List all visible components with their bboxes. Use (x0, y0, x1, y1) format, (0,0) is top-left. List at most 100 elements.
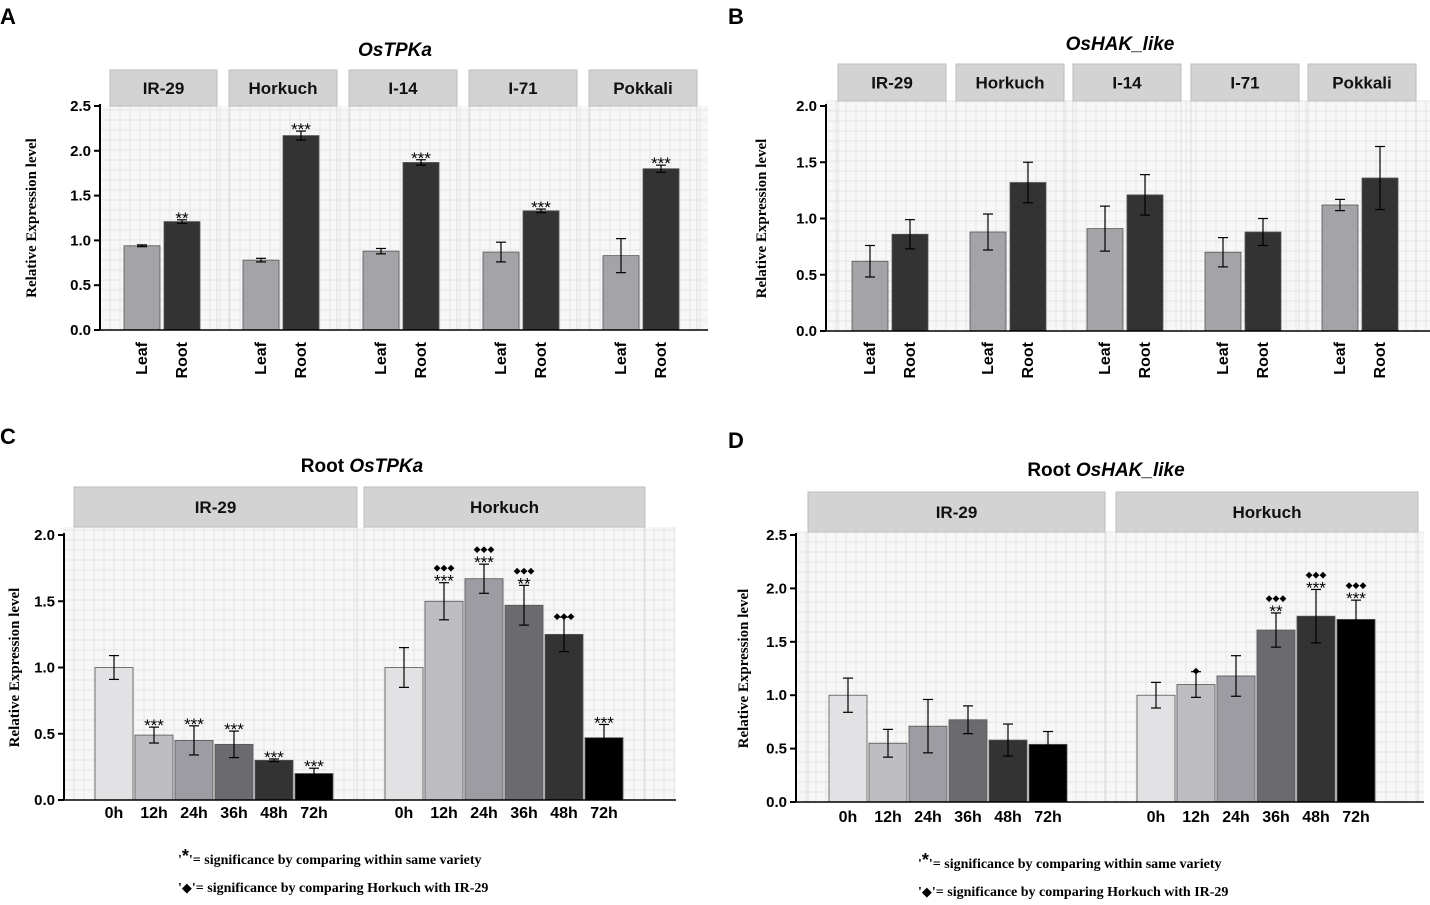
category-label: Root (293, 341, 310, 378)
diamond-label: ◆◆◆ (1266, 594, 1287, 604)
legend-quote: ' (918, 885, 922, 900)
y-tick-label: 2.0 (70, 143, 91, 160)
category-label: Root (1255, 341, 1272, 378)
significance-label: *** (304, 757, 324, 776)
error-bar (189, 725, 199, 756)
category-label: Root (1137, 341, 1154, 378)
error-bar (1271, 612, 1281, 648)
category-label: 36h (1262, 809, 1290, 826)
category-label: Leaf (1215, 341, 1232, 375)
bar (1256, 629, 1296, 803)
bar (504, 604, 544, 801)
legend-quote: ' (178, 853, 182, 868)
legend-quote: ' (932, 885, 936, 900)
y-tick-label: 0.0 (796, 323, 817, 340)
panel-letter: A (0, 4, 16, 29)
category-label: Root (413, 341, 430, 378)
y-tick-label: 2.0 (766, 580, 787, 597)
facet-strip-label: I-14 (1112, 74, 1142, 93)
significance-label: *** (411, 149, 431, 168)
bar (828, 694, 868, 803)
error-bar (1191, 671, 1201, 698)
error-bar (1231, 655, 1241, 697)
diamond-label: ◆◆◆ (434, 564, 455, 574)
facet-strip-label: IR-29 (195, 498, 237, 517)
facet-strip (363, 486, 646, 528)
category-label: 36h (220, 805, 248, 822)
error-bar (376, 247, 386, 255)
category-label: 36h (510, 805, 538, 822)
diamond-label: ◆◆◆ (514, 566, 535, 576)
category-label: 72h (1342, 809, 1370, 826)
facet-strip-label: IR-29 (936, 503, 978, 522)
significance-label: ** (1269, 602, 1283, 621)
category-label: Leaf (493, 341, 510, 375)
chart-title-prefix: Root (1027, 460, 1076, 481)
bar (1336, 618, 1376, 803)
facet-strip (228, 69, 338, 107)
legend-quote: ' (192, 881, 196, 896)
facet-strip-label: Horkuch (249, 79, 318, 98)
facet-strip-label: Horkuch (976, 74, 1045, 93)
category-label: Leaf (373, 341, 390, 375)
facet-strip-label: I-71 (1230, 74, 1259, 93)
chart-title-main: OsHAK_like (1076, 460, 1185, 481)
bar (642, 168, 680, 331)
error-bar (137, 244, 147, 248)
category-label: 12h (874, 809, 902, 826)
significance-label: *** (531, 198, 551, 217)
panel-d: D Root OsHAK_like IR-29 0h 12h 24h 36h 48h 72h Ho… (728, 428, 1424, 900)
y-axis (58, 533, 676, 801)
chart-title-main: OsTPKa (358, 40, 432, 61)
error-bar (616, 238, 626, 274)
error-bar (1311, 588, 1321, 644)
bar (891, 233, 929, 332)
significance-label: *** (144, 716, 164, 735)
category-label: 72h (300, 805, 328, 822)
significance-label: *** (264, 748, 284, 767)
legend-diamond-text: = significance by comparing Horkuch with… (196, 881, 489, 896)
facet-strip-label: Horkuch (470, 498, 539, 517)
bar (163, 221, 201, 331)
error-bar (1218, 237, 1228, 268)
bar (362, 250, 400, 331)
bar (1136, 694, 1176, 803)
facet-strip (955, 63, 1065, 102)
legend-quote: ' (918, 857, 922, 872)
error-bar (843, 677, 853, 713)
category-label: 12h (1182, 809, 1210, 826)
bar (482, 251, 520, 331)
y-tick-label: 2.5 (766, 527, 787, 544)
category-label: 24h (914, 809, 942, 826)
error-bar (296, 130, 306, 141)
error-bar (1375, 145, 1385, 211)
error-bar (865, 244, 875, 278)
significance-label: ** (175, 209, 189, 228)
y-tick-label: 0.5 (796, 267, 817, 284)
y-tick-label: 0.5 (34, 726, 55, 743)
facet-strip-label: I-71 (508, 79, 537, 98)
bar (1126, 194, 1164, 332)
category-label: Leaf (1332, 341, 1349, 375)
category-label: 0h (839, 809, 858, 826)
legend-diamond-text: = significance by comparing Horkuch with… (936, 885, 1229, 900)
y-tick-label: 1.5 (766, 634, 787, 651)
legend-star-text: = significance by comparing within same … (933, 857, 1222, 872)
significance-label: *** (594, 713, 614, 732)
facet-strip (588, 69, 698, 107)
error-bar (536, 208, 546, 214)
y-tick-label: 2.0 (796, 98, 817, 115)
category-label: Leaf (1097, 341, 1114, 375)
chart-title: OsHAK_like (1066, 34, 1175, 55)
facet-strip (1307, 63, 1417, 102)
category-label: 72h (590, 805, 618, 822)
chart-title: OsTPKa (358, 40, 432, 61)
bar (123, 245, 161, 331)
bar (1009, 182, 1047, 332)
category-label: 12h (430, 805, 458, 822)
category-label: Leaf (253, 341, 270, 375)
category-label: Leaf (613, 341, 630, 375)
error-bar (309, 767, 319, 780)
